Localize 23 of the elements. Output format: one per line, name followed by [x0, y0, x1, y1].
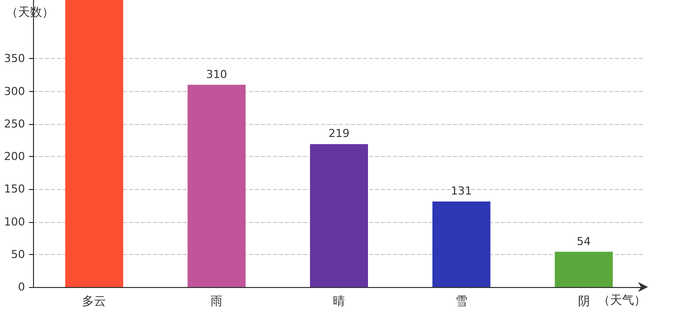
x-axis-title: （天气） — [598, 292, 646, 309]
x-tick-label: 雨 — [210, 294, 223, 308]
y-tick-label: 0 — [18, 280, 25, 294]
x-tick-label: 雪 — [455, 294, 468, 308]
data-label: 131 — [450, 184, 472, 198]
y-tick-label: 50 — [11, 248, 25, 261]
y-tick-label: 200 — [4, 150, 25, 164]
y-tick-label: 100 — [4, 215, 25, 228]
x-tick-label: 阴 — [578, 294, 590, 308]
x-tick-label: 多云 — [82, 294, 106, 308]
bar — [432, 202, 490, 287]
y-tick-label: 300 — [4, 84, 25, 98]
data-label: 219 — [328, 127, 350, 140]
bar — [188, 84, 246, 287]
y-tick-label: 350 — [4, 52, 25, 66]
bar — [65, 0, 124, 287]
y-tick-label: 250 — [4, 117, 25, 130]
data-label: 310 — [206, 68, 228, 81]
x-tick-label: 晴 — [333, 294, 345, 308]
data-label: 54 — [576, 234, 591, 248]
bar — [554, 252, 613, 287]
y-tick-label: 150 — [4, 182, 25, 196]
bar — [310, 144, 368, 287]
